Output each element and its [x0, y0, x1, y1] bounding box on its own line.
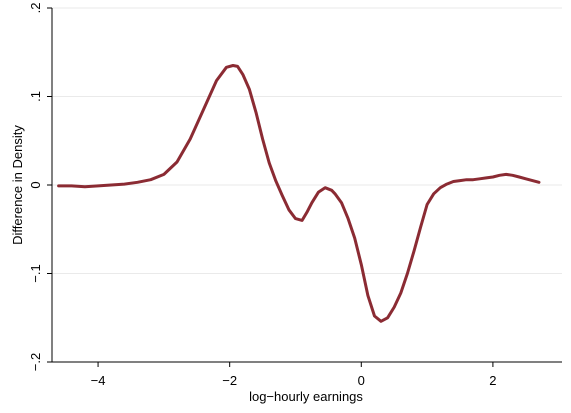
- x-axis-title: log−hourly earnings: [249, 389, 363, 404]
- x-tick-label: −2: [222, 373, 237, 388]
- x-tick-label: 0: [358, 373, 365, 388]
- x-tick-label: −4: [91, 373, 106, 388]
- x-axis-ticks: −4 −2 0 2: [91, 362, 497, 388]
- y-tick-label: −.2: [28, 353, 43, 371]
- y-tick-label: .2: [28, 3, 43, 14]
- x-tick-label: 2: [489, 373, 496, 388]
- y-tick-label: 0: [28, 181, 43, 188]
- y-axis-ticks: −.2 −.1 0 .1 .2: [28, 3, 52, 371]
- y-tick-label: .1: [28, 91, 43, 102]
- y-axis-title: Difference in Density: [10, 125, 25, 245]
- y-tick-label: −.1: [28, 264, 43, 282]
- density-difference-line: [57, 64, 541, 323]
- series-lines: [57, 64, 541, 323]
